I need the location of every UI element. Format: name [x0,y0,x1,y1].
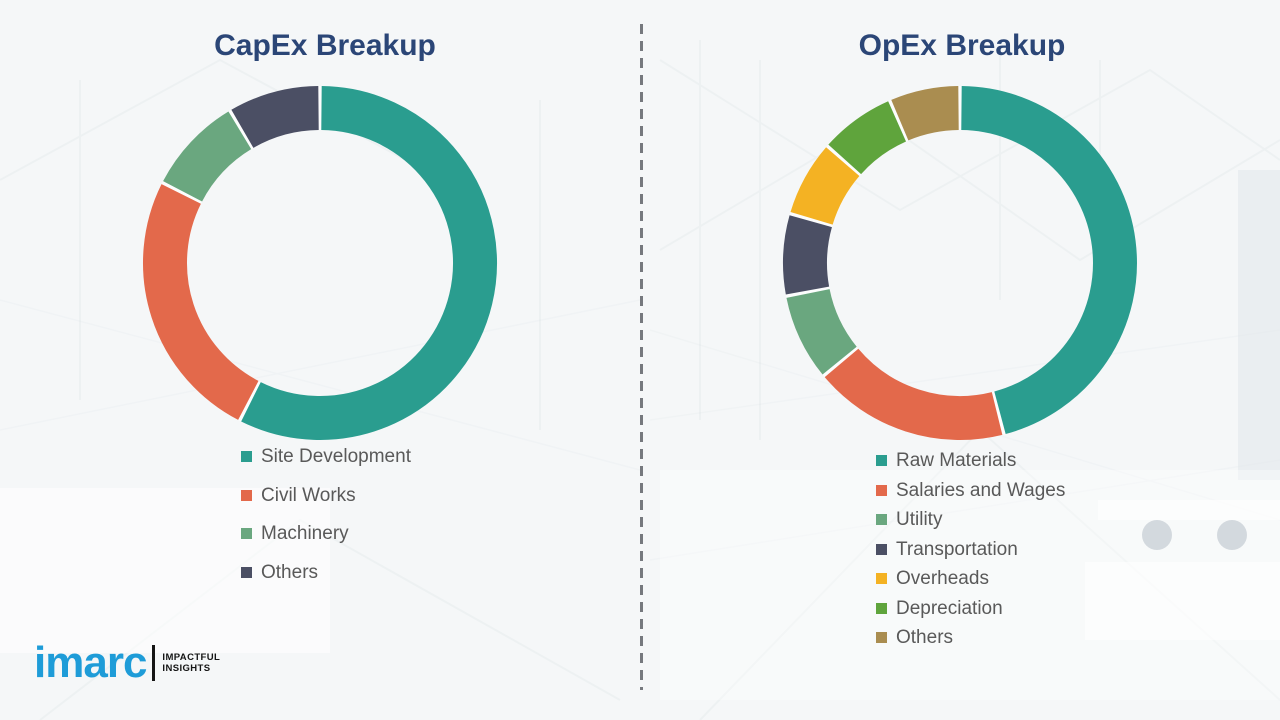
legend-swatch [876,514,887,525]
legend-swatch [876,543,887,555]
legend-item: Machinery [241,523,411,544]
legend-label: Others [896,627,954,648]
legend-label: Others [261,561,319,583]
opex-title: OpEx Breakup [858,29,1066,62]
legend-swatch [876,632,887,643]
donut-segment-transportation [783,215,833,295]
legend-item: Civil Works [241,485,411,506]
legend-item: Salaries and Wages [876,480,1065,501]
legend-swatch [876,602,887,614]
legend-item: Others [876,627,1065,648]
donut-segment-overheads [790,147,860,226]
donut-segment-site-development [241,86,497,440]
legend-label: Machinery [261,523,349,544]
donut-segment-civil-works [143,184,259,420]
legend-label: Depreciation [896,597,1003,619]
legend-item: Transportation [876,539,1065,560]
imarc-logo: imarc IMPACTFUL INSIGHTS [34,639,220,687]
legend-label: Utility [896,509,943,530]
legend-swatch [876,573,887,584]
logo-divider-bar [152,645,156,681]
capex-title: CapEx Breakup [214,29,436,62]
legend-item: Site Development [241,446,411,467]
legend-item: Others [241,562,411,583]
donut-segment-raw-materials [960,86,1137,434]
legend-swatch [241,528,252,539]
legend-swatch [876,484,887,496]
legend: Raw Materials Salaries and Wages Utility Tr… [876,450,1065,657]
legend-item: Depreciation [876,598,1065,619]
logo-tagline-line1: IMPACTFUL [162,651,221,663]
legend-label: Civil Works [261,484,356,506]
legend-swatch [241,451,252,462]
legend-swatch [876,455,887,466]
donut-chart [143,86,497,440]
legend-label: Salaries and Wages [896,479,1066,501]
legend-label: Overheads [896,568,989,589]
legend-swatch [241,489,252,501]
legend-item: Overheads [876,568,1065,589]
donut-chart [783,86,1137,440]
logo-brand-text: imarc [34,638,147,687]
legend: Site Development Civil Works Machinery Othe… [241,446,411,600]
donut-segment-depreciation [828,101,907,175]
legend-item: Raw Materials [876,450,1065,471]
donut-segment-others [231,86,320,149]
donut-segment-machinery [163,111,252,203]
divider-dashed-line [640,24,643,690]
donut-segment-utility [786,288,858,375]
legend-label: Raw Materials [896,450,1017,471]
logo-tagline-line2: INSIGHTS [162,663,211,674]
logo-tagline: IMPACTFUL INSIGHTS [162,652,220,675]
donut-segment-salaries-and-wages [824,348,1003,440]
legend-label: Transportation [896,538,1018,560]
legend-label: Site Development [261,446,411,467]
donut-segment-others [891,86,960,141]
legend-item: Utility [876,509,1065,530]
legend-swatch [241,566,252,578]
